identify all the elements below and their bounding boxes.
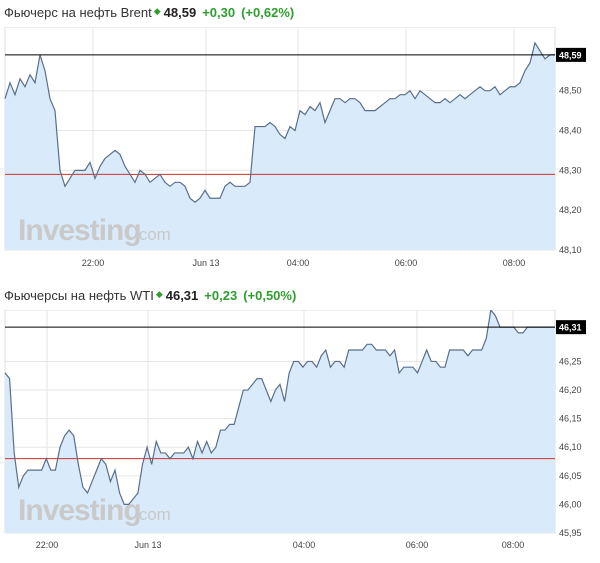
brent-price: 48,59	[163, 5, 197, 20]
wti-header: Фьючерсы на нефть WTI ◆ 46,31 +0,23 (+0,50%)	[4, 288, 296, 303]
x-tick-label: 06:00	[395, 258, 418, 268]
y-tick-label: 46,15	[559, 414, 582, 424]
x-tick-label: Jun 13	[134, 540, 161, 550]
y-tick-label: 48,30	[559, 165, 582, 175]
current-price-label: 46,31	[559, 323, 582, 333]
y-tick-label: 48,20	[559, 205, 582, 215]
investing-watermark-suffix: .com	[134, 225, 171, 244]
y-tick-label: 45,95	[559, 528, 582, 538]
brent-header: Фьючерс на нефть Brent ◆ 48,59 +0,30 (+0,62%…	[4, 5, 294, 20]
x-tick-label: 08:00	[503, 258, 526, 268]
x-tick-label: 22:00	[36, 540, 59, 550]
y-tick-label: 46,10	[559, 442, 582, 452]
x-tick-label: 22:00	[82, 258, 105, 268]
price-area	[5, 310, 555, 533]
brent-percent: (+0,62%)	[241, 5, 295, 20]
price-line	[4, 41, 555, 203]
investing-watermark: Investing	[18, 494, 141, 527]
y-tick-label: 46,20	[559, 385, 582, 395]
y-tick-label: 46,05	[559, 471, 582, 481]
brent-chart: 48,50 48,40 48,30 48,20 48,10 22:00 Jun 13 04:0…	[4, 27, 586, 268]
x-tick-label: 04:00	[287, 258, 310, 268]
brent-change: +0,30	[202, 5, 236, 20]
brent-title: Фьючерс на нефть Brent	[4, 5, 152, 20]
x-tick-label: Jun 13	[192, 258, 219, 268]
x-tick-label: 04:00	[293, 540, 316, 550]
y-tick-label: 48,40	[559, 126, 582, 136]
x-tick-label: 08:00	[502, 540, 525, 550]
investing-watermark-suffix: .com	[134, 505, 171, 524]
y-tick-label: 48,50	[559, 86, 582, 96]
y-tick-label: 46,25	[559, 356, 582, 366]
wti-change: +0,23	[204, 288, 238, 303]
current-price-label: 48,59	[559, 50, 582, 60]
wti-chart: 46,25 46,20 46,15 46,10 46,05 46,00 45,95 22:00…	[4, 310, 586, 550]
y-tick-label: 46,00	[559, 499, 582, 509]
y-tick-label: 48,10	[559, 245, 582, 255]
wti-title: Фьючерсы на нефть WTI	[4, 288, 154, 303]
price-line	[4, 310, 555, 506]
current-price-badge	[556, 320, 586, 335]
wti-price: 46,31	[165, 288, 199, 303]
up-arrow-icon: ◆	[153, 6, 161, 16]
up-arrow-icon: ◆	[155, 289, 163, 299]
wti-percent: (+0,50%)	[243, 288, 297, 303]
current-price-badge	[556, 47, 586, 62]
investing-watermark: Investing	[18, 214, 141, 247]
x-tick-label: 06:00	[406, 540, 429, 550]
